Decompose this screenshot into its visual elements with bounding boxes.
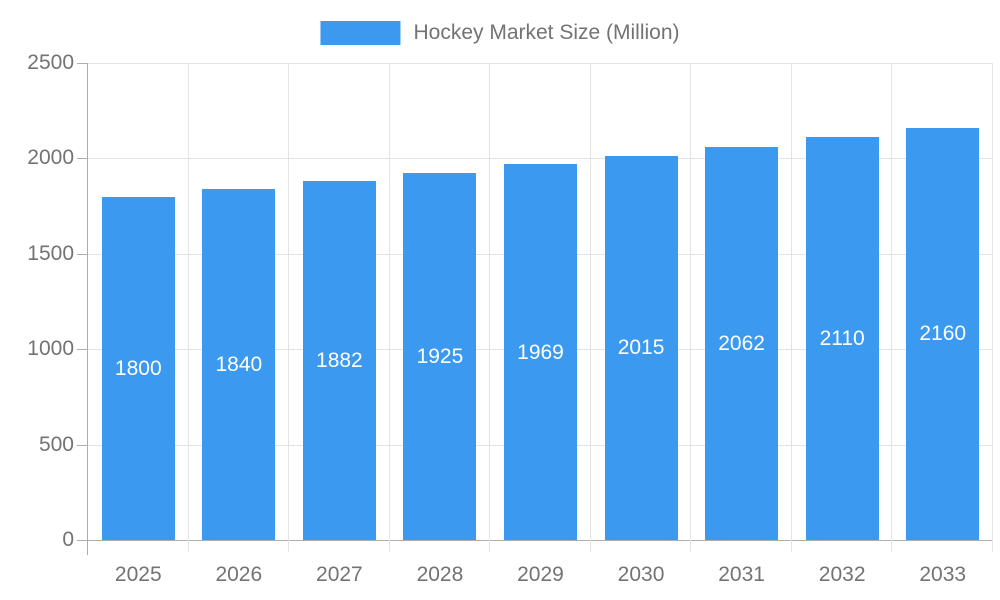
y-tick-label: 0	[62, 528, 74, 551]
y-axis-tick	[77, 253, 87, 255]
x-tick-label: 2029	[517, 563, 564, 586]
bar-2031[interactable]: 2062	[705, 146, 779, 540]
bar-value-label: 1925	[416, 344, 464, 368]
v-gridline	[891, 63, 893, 552]
v-gridline	[690, 63, 692, 552]
x-tick-label: 2028	[416, 563, 464, 586]
bar-2028[interactable]: 1925	[403, 172, 477, 540]
x-axis-line	[88, 540, 993, 541]
legend-item[interactable]: Hockey Market Size (Million)	[320, 21, 680, 45]
bar-2025[interactable]: 1800	[101, 196, 175, 540]
x-tick-label: 2031	[718, 563, 765, 586]
h-gridline	[88, 158, 993, 160]
y-tick-label: 500	[38, 432, 74, 456]
x-tick-label: 2026	[215, 563, 263, 586]
v-gridline	[288, 63, 290, 552]
y-tick-label: 2500	[27, 51, 74, 74]
y-axis-tick	[77, 349, 87, 351]
bar-2029[interactable]: 1969	[504, 164, 577, 540]
v-gridline	[589, 63, 591, 552]
plot-area: 1800 1840 1882 1925 1969 2015 2062 2110 2160	[77, 63, 993, 555]
bar-value-label: 1969	[517, 340, 564, 364]
y-axis-tick	[77, 444, 87, 446]
bar-2033[interactable]: 2160	[906, 127, 980, 540]
x-tick-label: 2025	[114, 563, 162, 586]
bar-2027[interactable]: 1882	[302, 180, 376, 540]
x-tick-label: 2030	[617, 563, 665, 586]
y-tick-label: 1500	[27, 241, 74, 265]
x-tick-label: 2032	[818, 563, 866, 586]
y-axis-tick	[77, 540, 87, 541]
h-gridline	[88, 63, 993, 64]
bar-value-label: 2062	[718, 331, 765, 355]
y-axis-tick	[77, 158, 87, 160]
bar-value-label: 2110	[819, 327, 865, 351]
y-tick-label: 2000	[27, 146, 74, 170]
v-gridline	[790, 63, 792, 552]
legend-label: Hockey Market Size (Million)	[413, 21, 680, 44]
bar-value-label: 2015	[617, 336, 665, 360]
v-gridline	[388, 63, 390, 552]
y-tick-label: 1000	[27, 337, 74, 361]
legend-swatch-icon	[320, 21, 401, 45]
x-tick-label: 2033	[919, 563, 967, 586]
v-gridline	[489, 63, 491, 552]
bar-value-label: 1882	[316, 348, 363, 372]
v-gridline	[187, 63, 189, 552]
bar-2026[interactable]: 1840	[202, 188, 276, 540]
y-axis-line	[87, 63, 88, 555]
bar-value-label: 1800	[114, 356, 162, 380]
bar-value-label: 2160	[919, 322, 967, 346]
v-gridline	[992, 63, 993, 552]
y-axis-tick	[77, 63, 87, 64]
x-tick-label: 2027	[316, 563, 363, 586]
bar-2030[interactable]: 2015	[604, 155, 678, 540]
bar-2032[interactable]: 2110	[805, 137, 879, 540]
bar-value-label: 1840	[215, 352, 263, 376]
